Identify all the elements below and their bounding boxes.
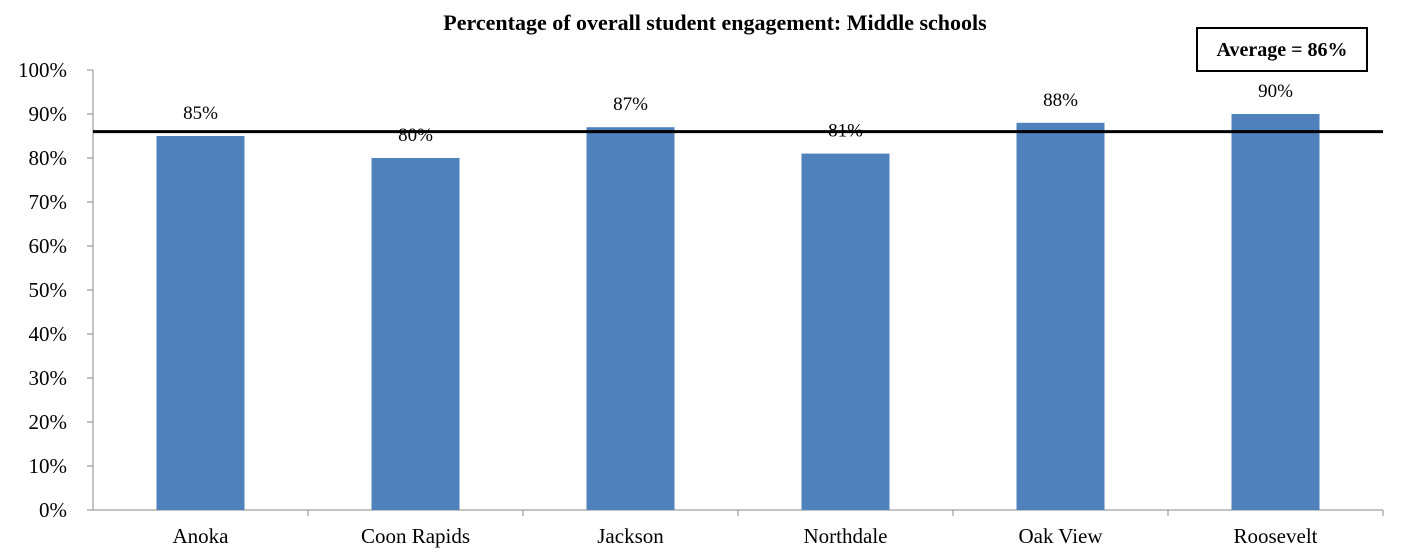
data-label: 80% [398, 125, 433, 146]
bar [156, 136, 245, 510]
x-tick-label: Anoka [173, 524, 230, 548]
y-tick-label: 90% [29, 102, 68, 126]
bar [586, 127, 675, 510]
y-tick-label: 20% [29, 410, 68, 434]
x-tick-label: Roosevelt [1234, 524, 1318, 548]
y-tick-label: 70% [29, 190, 68, 214]
data-label: 88% [1043, 90, 1078, 111]
x-tick-label: Coon Rapids [361, 524, 470, 548]
data-label: 87% [613, 94, 648, 115]
bar [801, 153, 890, 510]
data-label: 90% [1258, 81, 1293, 102]
y-tick-label: 30% [29, 366, 68, 390]
y-tick-label: 10% [29, 454, 68, 478]
y-tick-label: 100% [18, 58, 67, 82]
y-tick-label: 40% [29, 322, 68, 346]
y-tick-label: 0% [39, 498, 67, 522]
chart-title: Percentage of overall student engagement… [443, 10, 987, 35]
average-box-frame [1196, 27, 1368, 72]
bar [371, 158, 460, 510]
plot-area: 0% 10% 20% 30% 40% 50% 60% 70% 80% 90% 100% 85% Anok… [18, 58, 1384, 548]
bar [1016, 122, 1105, 511]
x-tick-label: Jackson [597, 524, 664, 548]
x-tick-label: Northdale [804, 524, 888, 548]
average-box-label: Average = 86% [1217, 39, 1348, 61]
x-tick-label: Oak View [1018, 524, 1103, 548]
data-label: 85% [183, 103, 218, 124]
average-box: Average = 86% [1196, 27, 1368, 72]
y-tick-label: 80% [29, 146, 68, 170]
y-tick-label: 60% [29, 234, 68, 258]
bar [1231, 114, 1320, 510]
y-tick-label: 50% [29, 278, 68, 302]
